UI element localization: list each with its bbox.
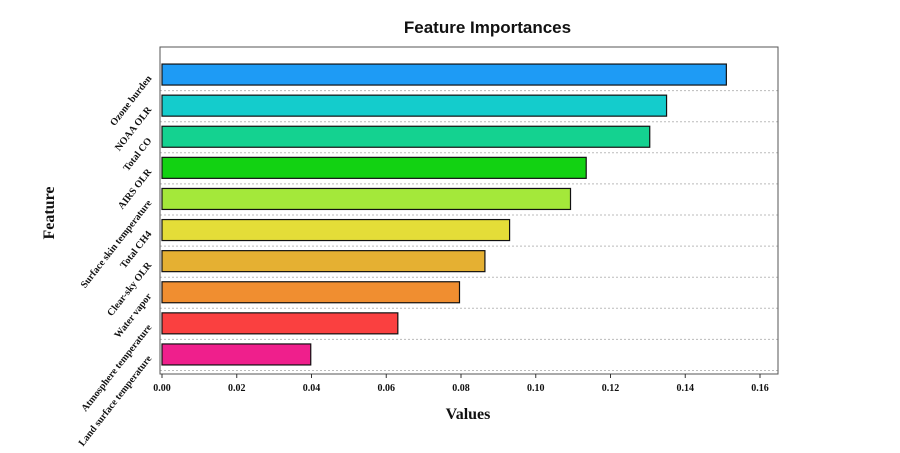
x-tick-label: 0.10	[527, 383, 545, 394]
x-axis-ticks: 0.00 0.02 0.04 0.06 0.08 0.10 0.12 0.14 0.16	[153, 374, 769, 394]
bar	[161, 63, 727, 86]
bars	[161, 63, 727, 366]
y-tick-label: Ozone burden	[108, 73, 154, 128]
x-axis-title: Values	[446, 406, 491, 423]
bar	[161, 125, 651, 148]
x-tick-label: 0.14	[677, 383, 695, 394]
bar	[161, 94, 668, 117]
bar	[161, 218, 511, 242]
y-axis-title: Feature	[41, 186, 58, 239]
x-tick-label: 0.00	[153, 383, 171, 394]
x-tick-label: 0.02	[228, 383, 246, 394]
bar	[161, 250, 486, 273]
x-tick-label: 0.04	[303, 383, 321, 394]
bar	[161, 281, 461, 304]
x-tick-label: 0.08	[452, 383, 470, 394]
x-tick-label: 0.12	[602, 383, 620, 394]
plot-frame	[159, 46, 779, 375]
x-tick-label: 0.16	[751, 383, 769, 394]
bar	[161, 187, 572, 211]
x-tick-label: 0.06	[378, 383, 396, 394]
bar	[161, 312, 399, 335]
bar	[161, 156, 587, 179]
bar	[161, 343, 312, 366]
chart-title: Feature Importances	[403, 18, 572, 37]
grid-lines	[160, 90, 778, 371]
